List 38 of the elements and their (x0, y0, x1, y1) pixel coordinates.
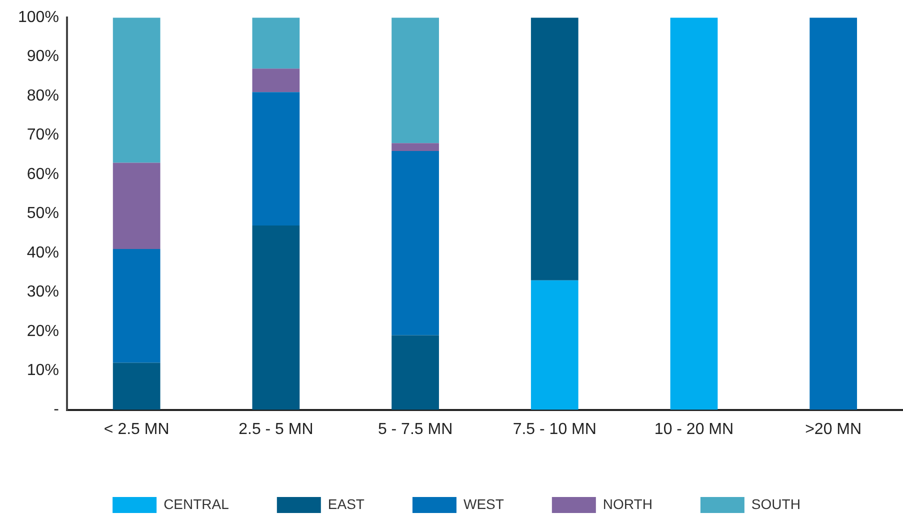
y-tick-label: 50% (26, 205, 59, 222)
x-tick-label: 5 - 7.5 MN (378, 420, 453, 438)
y-tick-label: 70% (26, 126, 59, 144)
bar (392, 335, 439, 410)
legend-label: CENTRAL (164, 496, 230, 512)
bar (252, 68, 300, 92)
bar (530, 18, 578, 280)
bar (392, 150, 439, 336)
y-tick-label: - (54, 401, 59, 418)
legend-label: NORTH (602, 496, 652, 512)
bar (252, 92, 300, 226)
bar (112, 249, 160, 363)
y-tick-label: 100% (18, 9, 59, 26)
bar (112, 162, 160, 249)
legend-label: WEST (463, 496, 504, 512)
x-tick-label: 2.5 - 5 MN (238, 420, 314, 438)
bar (112, 362, 160, 410)
bar (112, 18, 160, 163)
y-tick-label: 10% (26, 362, 59, 379)
bar (252, 18, 300, 69)
y-tick-label: 40% (26, 244, 59, 262)
bar (810, 18, 858, 410)
bar (392, 143, 439, 151)
bar (530, 280, 578, 410)
x-tick-label: >20 MN (805, 420, 862, 438)
bar (670, 18, 718, 410)
x-tick-label: 7.5 - 10 MN (512, 420, 596, 438)
y-tick-label: 90% (26, 48, 59, 66)
bar (252, 225, 300, 410)
y-tick-label: 80% (26, 87, 59, 104)
x-tick-label: 10 - 20 MN (654, 420, 734, 438)
y-tick-label: 20% (26, 322, 59, 340)
x-tick-label: < 2.5 MN (104, 420, 170, 438)
bar (392, 18, 439, 144)
y-tick-label: 60% (26, 166, 59, 183)
legend-label: EAST (328, 496, 365, 512)
legend-label: SOUTH (751, 496, 800, 512)
y-tick-label: 30% (26, 284, 59, 301)
